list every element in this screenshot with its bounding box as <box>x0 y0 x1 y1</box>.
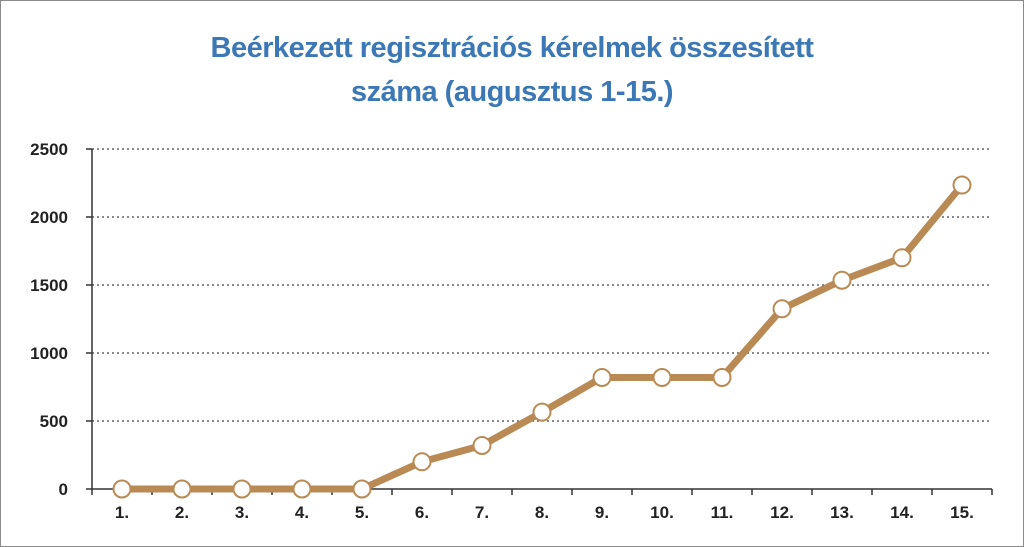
data-point <box>292 479 312 499</box>
x-tick-label: 7. <box>475 503 489 522</box>
data-point <box>532 402 552 422</box>
y-tick-label: 1500 <box>30 276 68 295</box>
data-point <box>352 479 372 499</box>
x-tick-label: 3. <box>235 503 249 522</box>
data-point <box>952 175 972 195</box>
data-point <box>772 299 792 319</box>
x-tick-label: 11. <box>711 503 734 522</box>
x-tick-label: 10. <box>650 503 674 522</box>
data-point <box>412 452 432 472</box>
x-tick-label: 4. <box>295 503 309 522</box>
x-tick-label: 12. <box>770 503 794 522</box>
data-point <box>472 435 492 455</box>
y-tick-label: 0 <box>59 480 68 499</box>
x-tick-label: 9. <box>595 503 609 522</box>
y-tick-label: 2000 <box>30 208 68 227</box>
x-tick-label: 8. <box>535 503 549 522</box>
data-point <box>172 479 192 499</box>
chart-title-line-1: Beérkezett regisztrációs kérelmek összes… <box>210 32 814 64</box>
x-tick-label: 15. <box>950 503 974 522</box>
series-line <box>118 181 966 493</box>
data-point <box>652 367 672 387</box>
x-tick-label: 13. <box>830 503 854 522</box>
data-point <box>592 367 612 387</box>
y-tick-label: 1000 <box>30 344 68 363</box>
data-point <box>892 248 912 268</box>
data-point <box>112 479 132 499</box>
chart-title-line-2: száma (augusztus 1-15.) <box>350 76 674 108</box>
data-point <box>232 479 252 499</box>
y-tick-label: 500 <box>40 412 68 431</box>
x-tick-label: 2. <box>175 503 189 522</box>
chart-title: Beérkezett regisztrációs kérelmek összes… <box>0 26 1024 114</box>
y-tick-label: 2500 <box>30 140 68 159</box>
x-tick-label: 6. <box>415 503 429 522</box>
data-point <box>832 270 852 290</box>
data-point <box>712 367 732 387</box>
x-tick-label: 1. <box>115 503 129 522</box>
x-tick-label: 5. <box>355 503 369 522</box>
x-tick-label: 14. <box>890 503 914 522</box>
